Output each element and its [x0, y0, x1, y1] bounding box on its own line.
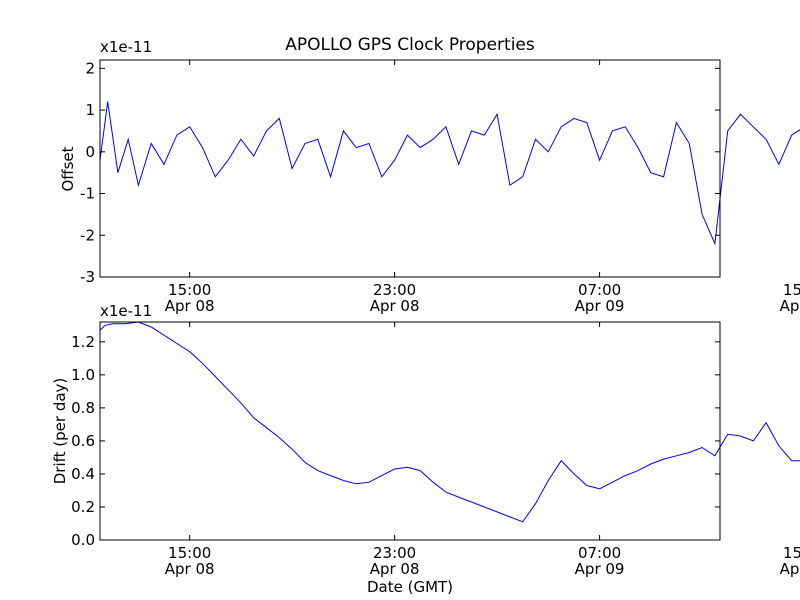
top-ytick-label: 0 [85, 143, 95, 161]
top-xtick-date-label: Apr 09 [780, 297, 800, 315]
bottom-ytick-label: 0.8 [71, 399, 95, 417]
top-xtick-time-label: 15:00 [168, 281, 211, 299]
bottom-ytick-label: 1.0 [71, 366, 95, 384]
bottom-ytick-label: 0.2 [71, 498, 95, 516]
bottom-y-ticks: 0.0 0.2 0.4 0.6 0.8 1.0 1.2 [71, 333, 720, 549]
bottom-xtick-time-label: 15:00 [168, 544, 211, 562]
bottom-x-axis-label: Date (GMT) [367, 578, 453, 596]
bottom-y-axis-label: Drift (per day) [51, 378, 69, 485]
top-axes-frame [99, 59, 721, 278]
bottom-multiplier-label: x1e-11 [100, 302, 152, 320]
bottom-ytick-label: 0.6 [71, 432, 95, 450]
bottom-xtick-date-label: Apr 09 [780, 560, 800, 578]
bottom-ytick-label: 0.0 [71, 531, 95, 549]
top-xtick-time-label: 23:00 [373, 281, 416, 299]
bottom-xtick-time-label: 23:00 [373, 544, 416, 562]
bottom-ytick-label: 1.2 [71, 333, 95, 351]
top-multiplier-label: x1e-11 [100, 38, 152, 56]
top-series-line-offset [99, 101, 800, 246]
top-xtick-date-label: Apr 08 [165, 297, 215, 315]
top-ytick-label: 1 [85, 101, 95, 119]
bottom-axes-frame [99, 321, 721, 541]
top-series-group [99, 101, 800, 246]
chart-title: APOLLO GPS Clock Properties [285, 35, 535, 55]
drift-subplot: x1e-11 Drift (per day) 0.0 0.2 0.4 0.6 0.8 1.… [51, 302, 800, 596]
bottom-ytick-label: 0.4 [71, 465, 95, 483]
top-ytick-label: -3 [80, 268, 95, 286]
bottom-xtick-time-label: 15:00 [783, 544, 800, 562]
top-ytick-label: 2 [85, 59, 95, 77]
bottom-xtick-time-label: 07:00 [578, 544, 621, 562]
bottom-xtick-date-label: Apr 08 [370, 560, 420, 578]
bottom-series-group [99, 321, 800, 523]
top-xtick-time-label: 15:00 [783, 281, 800, 299]
top-y-ticks: -3 -2 -1 0 1 2 [80, 59, 720, 286]
top-y-axis-label: Offset [59, 146, 77, 191]
top-ytick-label: -1 [80, 185, 95, 203]
top-xtick-time-label: 07:00 [578, 281, 621, 299]
top-xtick-date-label: Apr 09 [575, 297, 625, 315]
bottom-xtick-date-label: Apr 09 [575, 560, 625, 578]
offset-subplot: APOLLO GPS Clock Properties x1e-11 Offse… [59, 35, 800, 315]
bottom-series-line-drift [99, 321, 800, 523]
bottom-xtick-date-label: Apr 08 [165, 560, 215, 578]
top-xtick-date-label: Apr 08 [370, 297, 420, 315]
top-ytick-label: -2 [80, 226, 95, 244]
